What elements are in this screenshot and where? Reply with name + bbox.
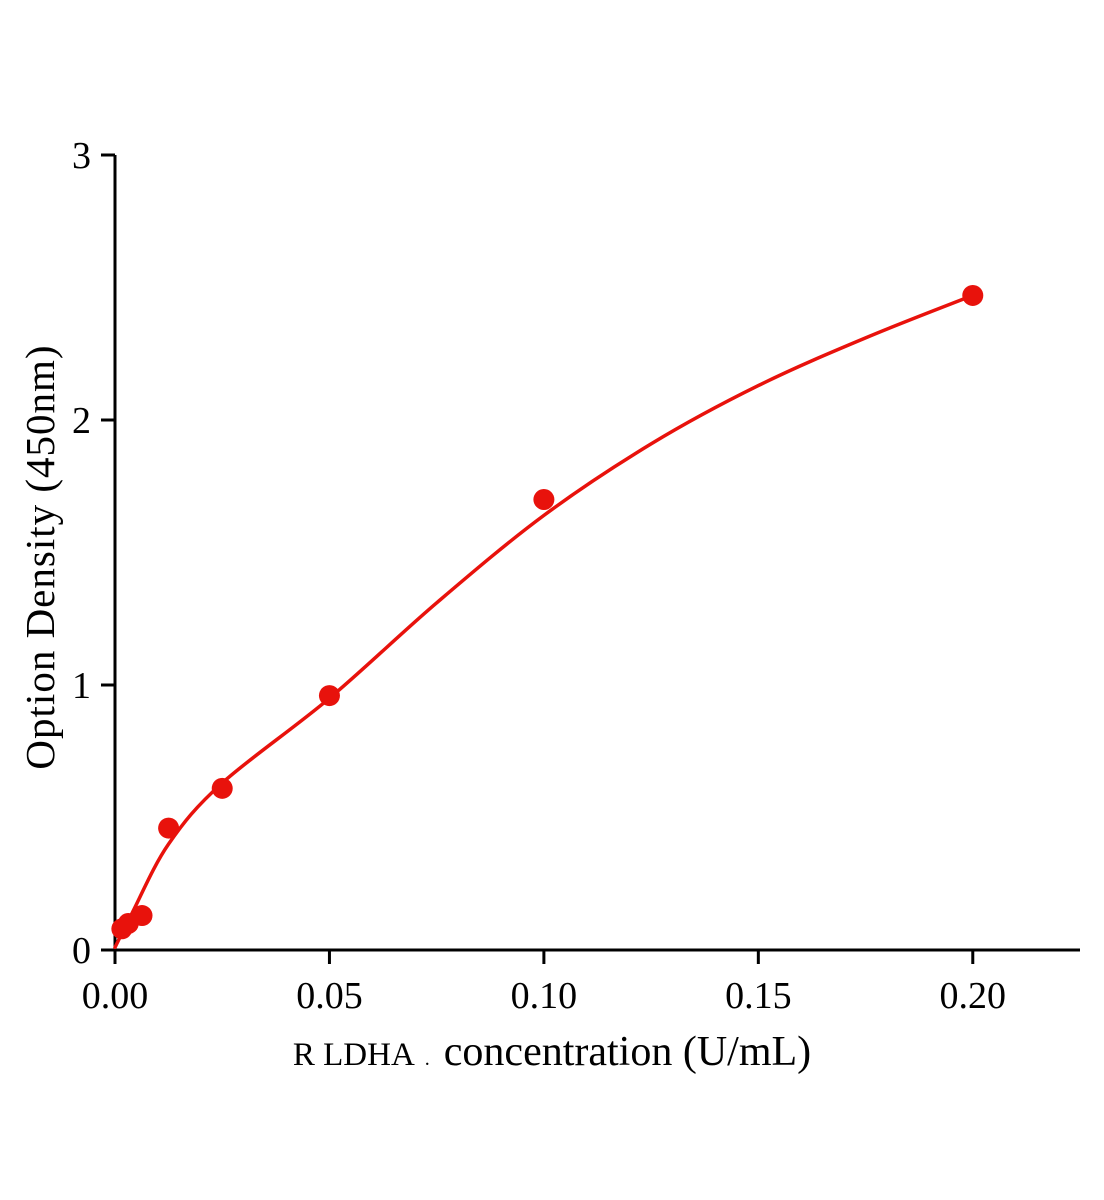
- y-tick-label: 3: [72, 135, 91, 177]
- data-point: [533, 489, 555, 510]
- y-tick-label: 2: [72, 400, 91, 442]
- x-axis-label-separator: .: [424, 1048, 430, 1070]
- y-tick-label: 1: [72, 665, 91, 707]
- x-tick-label: 0.15: [725, 975, 792, 1017]
- data-point: [318, 685, 340, 707]
- data-point: [211, 777, 233, 799]
- data-point: [131, 905, 153, 927]
- x-axis-label-prefix: R LDHA: [292, 1037, 415, 1073]
- x-tick-label: 0.05: [296, 975, 363, 1017]
- data-point: [158, 817, 180, 839]
- y-axis-label: Option Density (450nm): [17, 344, 63, 770]
- fit-curve: [113, 293, 975, 950]
- x-tick-label: 0.10: [511, 975, 578, 1017]
- x-axis-label-main: concentration (U/mL): [443, 1029, 812, 1075]
- data-point: [962, 284, 984, 306]
- x-axis-label: R LDHA. concentration (U/mL): [0, 1028, 1104, 1076]
- x-tick-label: 0.00: [82, 975, 149, 1017]
- x-tick-label: 0.20: [940, 975, 1007, 1017]
- y-tick-label: 0: [72, 930, 91, 972]
